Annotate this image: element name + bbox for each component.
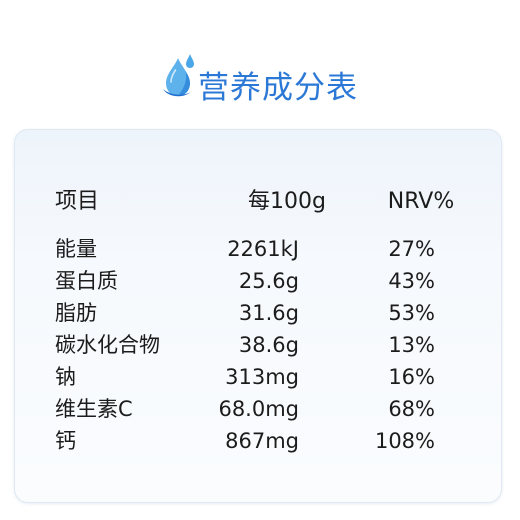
nutrient-name: 蛋白质 <box>55 269 118 293</box>
page-title: 营养成分表 <box>198 70 358 106</box>
nutrient-nrv: 108% <box>374 429 435 453</box>
table-row: 能量 2261kJ 27% <box>15 233 503 265</box>
nutrition-table: 项目 每100g NRV% 能量 2261kJ 27% 蛋白质 25.6g 43… <box>14 129 502 503</box>
nutrient-nrv: 16% <box>388 365 435 389</box>
nutrient-amount: 2261kJ <box>227 237 299 261</box>
table-row: 脂肪 31.6g 53% <box>15 297 503 329</box>
nutrient-name: 能量 <box>55 237 97 261</box>
table-header-row: 项目 每100g NRV% <box>15 186 503 218</box>
nutrient-amount: 38.6g <box>238 333 299 357</box>
column-header-per100g: 每100g <box>248 189 326 214</box>
nutrient-amount: 867mg <box>225 429 299 453</box>
column-header-nrv: NRV% <box>387 189 455 214</box>
nutrient-nrv: 13% <box>388 333 435 357</box>
nutrient-amount: 25.6g <box>238 269 299 293</box>
header: 营养成分表 <box>0 52 520 116</box>
nutrient-nrv: 53% <box>388 301 435 325</box>
table-row: 碳水化合物 38.6g 13% <box>15 329 503 361</box>
nutrient-name: 钠 <box>55 365 76 389</box>
nutrient-name: 钙 <box>55 429 76 453</box>
water-drop-icon <box>163 54 194 97</box>
nutrient-amount: 31.6g <box>238 301 299 325</box>
nutrient-name: 脂肪 <box>55 301 97 325</box>
nutrient-amount: 313mg <box>225 365 299 389</box>
nutrient-name: 维生素C <box>55 397 133 421</box>
nutrient-amount: 68.0mg <box>218 397 299 421</box>
nutrient-nrv: 27% <box>388 237 435 261</box>
table-row: 钙 867mg 108% <box>15 425 503 457</box>
column-header-item: 项目 <box>55 189 100 214</box>
nutrient-nrv: 43% <box>388 269 435 293</box>
table-row: 维生素C 68.0mg 68% <box>15 393 503 425</box>
table-row: 钠 313mg 16% <box>15 361 503 393</box>
nutrient-nrv: 68% <box>388 397 435 421</box>
nutrient-name: 碳水化合物 <box>55 333 160 357</box>
table-row: 蛋白质 25.6g 43% <box>15 265 503 297</box>
